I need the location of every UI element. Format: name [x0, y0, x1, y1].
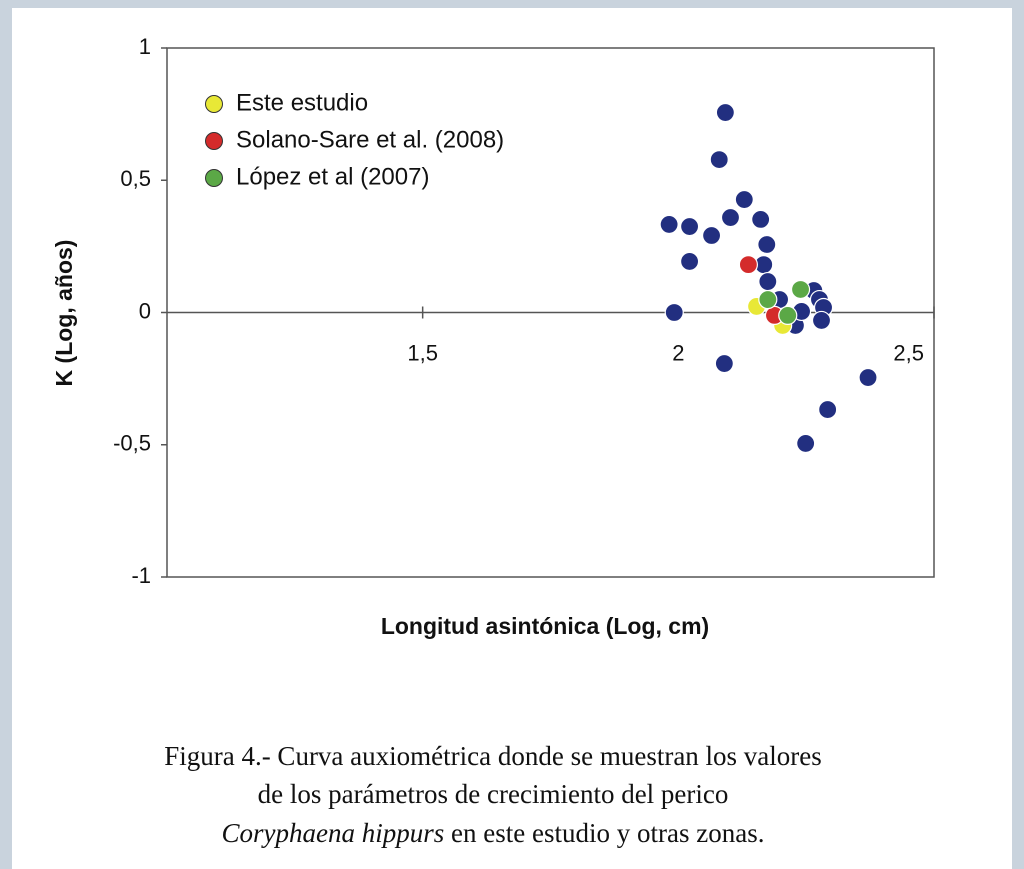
caption-rest: en este estudio y otras zonas.: [444, 818, 764, 848]
caption-line: de los parámetros de crecimiento del per…: [258, 779, 729, 809]
point: [751, 209, 771, 229]
caption-species: Coryphaena hippurs: [222, 818, 445, 848]
point: [709, 150, 729, 170]
legend-marker: [205, 95, 223, 113]
point: [679, 216, 700, 237]
y-tick-label: -1: [131, 563, 151, 588]
x-axis-label: Longitud asintónica (Log, cm): [381, 613, 709, 639]
point: [738, 255, 758, 275]
point: [715, 102, 735, 123]
y-tick-label: -0,5: [113, 431, 151, 456]
y-tick-label: 1: [139, 34, 151, 59]
point: [758, 289, 778, 310]
legend-marker: [205, 132, 223, 150]
point: [679, 251, 700, 272]
point: [818, 399, 838, 420]
panel: [12, 8, 1012, 869]
y-axis-label: K (Log, años): [51, 240, 77, 387]
point: [778, 305, 798, 326]
caption-line: Figura 4.- Curva auxiométrica donde se m…: [164, 741, 822, 771]
point: [858, 367, 878, 388]
point: [796, 433, 816, 454]
y-tick-label: 0: [139, 298, 151, 323]
x-tick-label: 2,5: [893, 340, 924, 365]
legend-label: Este estudio: [236, 89, 368, 116]
point: [701, 225, 722, 246]
point: [714, 353, 734, 374]
legend-label: Solano-Sare et al. (2008): [236, 126, 504, 153]
point: [734, 189, 754, 210]
point: [659, 214, 679, 235]
legend-label: López et al (2007): [236, 163, 429, 190]
x-tick-label: 2: [672, 340, 684, 365]
caption-line: Coryphaena hippurs en este estudio y otr…: [222, 818, 765, 848]
legend-marker: [205, 169, 223, 187]
point: [757, 234, 777, 255]
y-tick-label: 0,5: [120, 166, 151, 191]
point: [664, 302, 684, 323]
point: [758, 271, 778, 292]
point: [720, 207, 741, 228]
x-tick-label: 1,5: [407, 340, 438, 365]
point: [790, 279, 811, 300]
point: [811, 310, 832, 331]
